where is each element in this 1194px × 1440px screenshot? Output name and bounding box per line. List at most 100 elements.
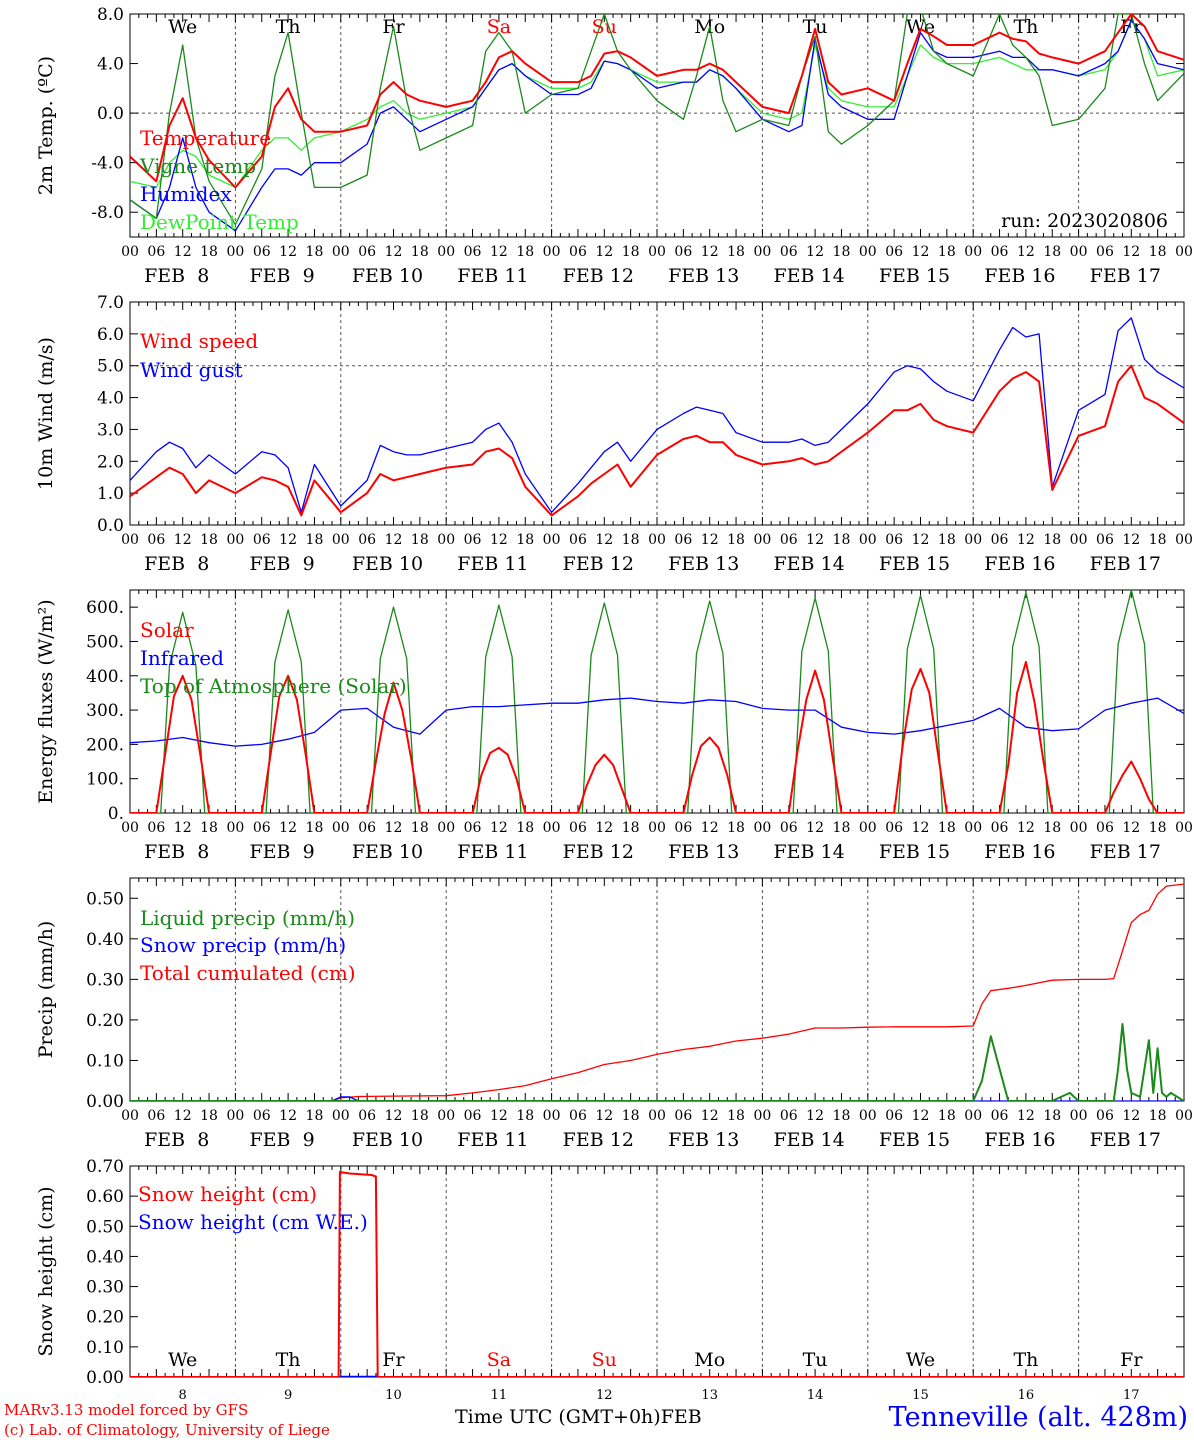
series-line	[130, 697, 1184, 747]
wind-panel: 7.0 6.0 5.0 4.0 3.0 2.0 1.0 0.0 10m Wind (m/s) 00…	[35, 293, 1193, 575]
hour-tick-label: 12	[595, 1108, 613, 1124]
series-group	[130, 317, 1184, 517]
hour-tick-label: 06	[253, 244, 271, 260]
day-number-label: 13	[701, 1388, 718, 1403]
hour-tick-label: 00	[1070, 532, 1088, 548]
hour-tick-label: 18	[1149, 820, 1167, 836]
weekday-label: Fr	[1120, 16, 1143, 38]
hour-tick-label: 00	[121, 1108, 139, 1124]
hour-tick-label: 12	[912, 1108, 930, 1124]
weekday-label: We	[906, 1349, 935, 1371]
hour-tick-label: 12	[912, 532, 930, 548]
y-tick-label: 0.10	[86, 1051, 124, 1071]
hour-tick-label: 12	[279, 820, 297, 836]
hour-tick-label: 06	[780, 1108, 798, 1124]
hour-tick-label: 00	[964, 1108, 982, 1124]
date-label: FEB 12	[563, 553, 634, 575]
hour-tick-label: 12	[174, 244, 192, 260]
hour-tick-label: 12	[1122, 244, 1140, 260]
hour-tick-label: 12	[174, 820, 192, 836]
hour-tick-label: 12	[1017, 820, 1035, 836]
legend-entry: Humidex	[140, 182, 232, 206]
hour-tick-label: 12	[1017, 244, 1035, 260]
legend-entry: Snow height (cm)	[138, 1182, 317, 1206]
hour-tick-label: 06	[464, 532, 482, 548]
hour-tick-label: 06	[253, 1108, 271, 1124]
hour-tick-label: 12	[806, 244, 824, 260]
temperature-panel: 8.0 4.0 0.0 -4.0 -8.0 2m Temp. (ºC) 00 06 12 18 FE…	[35, 5, 1193, 287]
legend-entry: Wind speed	[140, 329, 258, 353]
hour-tick-label: 00	[648, 1108, 666, 1124]
date-label: FEB 13	[668, 1129, 739, 1151]
hour-tick-label: 18	[516, 1108, 534, 1124]
hour-tick-label: 18	[200, 532, 218, 548]
hour-tick-label: 18	[411, 244, 429, 260]
hour-tick-label: 12	[595, 244, 613, 260]
hour-tick-label: 18	[516, 244, 534, 260]
day-number-label: 11	[491, 1388, 508, 1403]
date-label: FEB 14	[773, 841, 844, 863]
hour-tick-label: 06	[147, 820, 165, 836]
date-label: FEB 15	[879, 841, 950, 863]
hour-tick-label: 06	[674, 244, 692, 260]
hour-tick-label: 12	[701, 532, 719, 548]
legend-entry: Top of Atmosphere (Solar)	[140, 674, 407, 698]
legend-entry: Temperature	[140, 126, 271, 150]
hour-tick-label: 00	[332, 820, 350, 836]
hour-tick-label: 12	[1017, 532, 1035, 548]
series-line	[130, 19, 1184, 189]
model-credit: MARv3.13 model forced by GFS	[4, 1401, 249, 1419]
hour-tick-label: 18	[1149, 244, 1167, 260]
hour-tick-label: 18	[938, 1108, 956, 1124]
series-line	[130, 883, 1184, 1101]
hour-tick-label: 00	[543, 532, 561, 548]
hour-tick-label: 06	[358, 244, 376, 260]
precip-panel: 0.50 0.40 0.30 0.20 0.10 0.00 Precip (mm/h) 00 0…	[35, 877, 1193, 1151]
date-label: FEB 16	[984, 265, 1055, 287]
hour-tick-label: 18	[200, 820, 218, 836]
y-tick-label: 0.00	[86, 1092, 124, 1112]
date-label: FEB 8	[144, 553, 209, 575]
hour-tick-label: 00	[964, 820, 982, 836]
hour-tick-label: 12	[490, 1108, 508, 1124]
hour-tick-label: 06	[569, 532, 587, 548]
hour-tick-label: 00	[753, 532, 771, 548]
hour-tick-label: 12	[701, 244, 719, 260]
weekday-label: Tu	[803, 1349, 828, 1371]
date-label: FEB 10	[352, 1129, 423, 1151]
series-line	[130, 317, 1184, 513]
hour-tick-label: 12	[806, 532, 824, 548]
series-line	[130, 364, 1184, 517]
hour-tick-label: 00	[332, 532, 350, 548]
hour-tick-label: 00	[753, 820, 771, 836]
y-tick-label: 0.30	[86, 1278, 124, 1298]
hour-tick-label: 12	[174, 1108, 192, 1124]
hour-tick-label: 18	[833, 532, 851, 548]
x-axis-month: FEB	[660, 1406, 702, 1428]
x-axis-label-text: Time UTC (GMT+0h)	[455, 1406, 661, 1428]
plot-frame	[129, 13, 1185, 238]
hour-tick-label: 18	[1043, 244, 1061, 260]
hour-tick-label: 06	[991, 244, 1009, 260]
hour-tick-label: 18	[1043, 820, 1061, 836]
hour-tick-label: 06	[1096, 532, 1114, 548]
hour-tick-label: 00	[226, 244, 244, 260]
hour-tick-label: 00	[648, 820, 666, 836]
date-label: FEB 17	[1090, 1129, 1161, 1151]
hour-tick-label: 18	[1043, 1108, 1061, 1124]
hour-tick-label: 06	[569, 1108, 587, 1124]
hour-tick-label: 00	[1070, 820, 1088, 836]
hour-tick-label: 18	[622, 244, 640, 260]
hour-tick-label: 18	[727, 1108, 745, 1124]
hour-tick-label: 00	[648, 244, 666, 260]
hour-tick-label: 00	[332, 1108, 350, 1124]
series-group	[130, 590, 1184, 813]
date-label: FEB 12	[563, 1129, 634, 1151]
hour-tick-label: 06	[569, 820, 587, 836]
hour-tick-label: 06	[1096, 820, 1114, 836]
hour-tick-label: 12	[279, 1108, 297, 1124]
hour-tick-label: 18	[306, 1108, 324, 1124]
y-tick-label: 300.	[86, 701, 124, 721]
day-number-label: 12	[596, 1388, 613, 1403]
legend-entry: Total cumulated (cm)	[140, 961, 356, 985]
